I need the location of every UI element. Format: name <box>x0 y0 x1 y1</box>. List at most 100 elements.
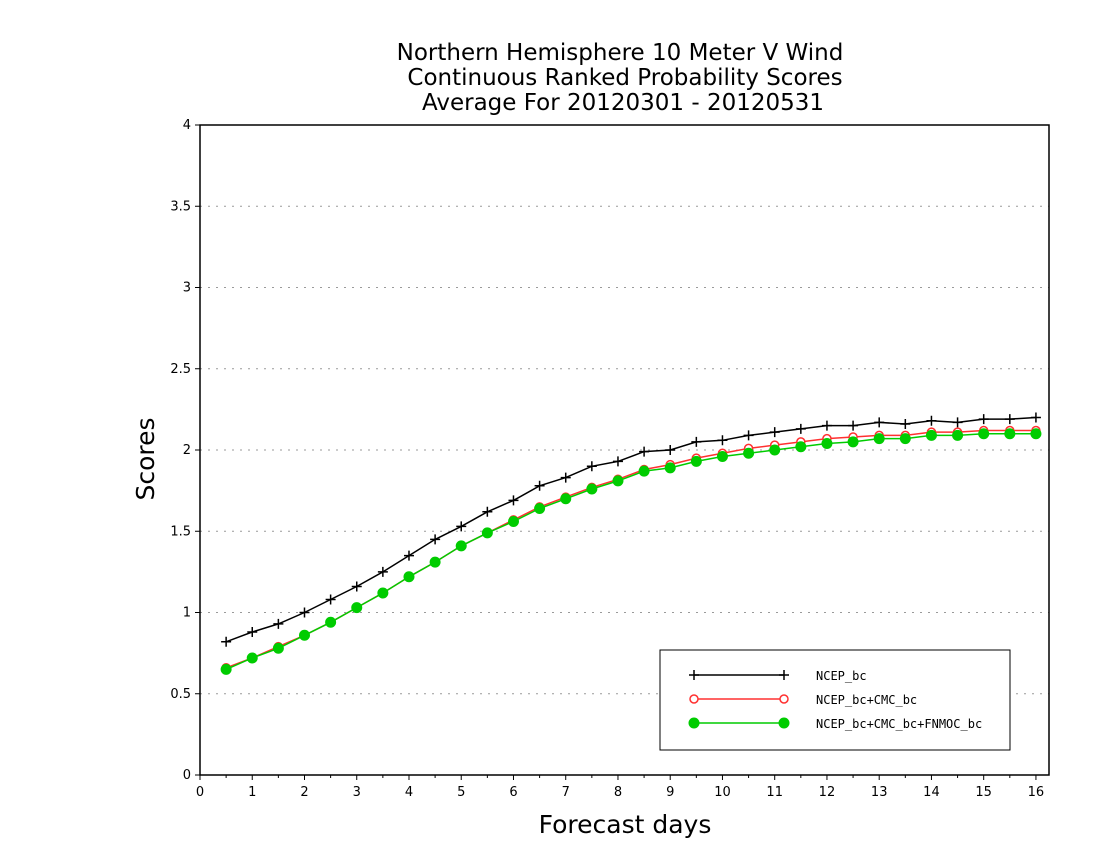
data-point <box>430 534 441 545</box>
y-tick-label: 1.5 <box>170 524 191 539</box>
data-point <box>351 602 363 614</box>
data-point <box>403 550 414 561</box>
data-point <box>769 427 780 438</box>
series-1 <box>221 412 1041 647</box>
series-2 <box>221 425 1041 673</box>
x-tick-label: 9 <box>666 785 674 800</box>
data-point <box>351 581 362 592</box>
data-point <box>821 420 832 431</box>
legend-label: NCEP_bc+CMC_bc+FNMOC_bc <box>816 717 982 731</box>
x-tick-label: 13 <box>871 785 888 800</box>
data-point <box>716 451 728 462</box>
x-tick-label: 15 <box>975 785 992 800</box>
data-point <box>848 420 859 431</box>
data-point <box>403 571 415 583</box>
data-point <box>952 429 964 441</box>
legend-item: NCEP_bc+CMC_bc+FNMOC_bc <box>688 717 982 731</box>
data-point <box>873 433 885 445</box>
legend-marker <box>689 670 699 680</box>
series-line <box>225 429 1036 669</box>
y-axis-label: Scores <box>131 417 160 500</box>
data-point <box>377 566 388 577</box>
legend-box <box>659 649 1011 751</box>
data-point <box>795 441 807 453</box>
legend-marker <box>689 694 699 704</box>
data-point <box>952 417 963 428</box>
data-point <box>507 516 519 527</box>
data-point <box>847 436 859 448</box>
data-point <box>246 652 258 664</box>
legend-label: NCEP_bc+CMC_bc <box>816 693 917 707</box>
data-point <box>325 616 337 628</box>
y-axis: 0 0.5 1 1.5 2 2.5 3 3.5 4 <box>170 118 200 783</box>
data-point <box>899 433 911 445</box>
x-axis-label: Forecast days <box>539 810 712 839</box>
data-point <box>429 556 441 568</box>
data-point <box>639 446 650 457</box>
series-line <box>225 433 1036 671</box>
data-point <box>978 428 990 440</box>
y-tick-label: 1 <box>183 606 191 621</box>
legend-marker <box>778 717 790 729</box>
data-point <box>534 480 545 491</box>
data-point <box>690 455 702 467</box>
x-tick-label: 4 <box>405 785 413 800</box>
x-tick-label: 1 <box>248 785 256 800</box>
data-point <box>560 472 571 483</box>
x-tick-label: 10 <box>714 785 731 800</box>
data-point <box>220 663 232 675</box>
data-point <box>508 495 519 506</box>
data-point <box>298 629 310 641</box>
data-point <box>717 435 728 446</box>
data-point <box>377 587 389 599</box>
legend-marker <box>779 694 789 704</box>
x-axis: 0 1 2 3 4 5 6 7 8 9 10 11 12 13 14 15 16 <box>196 775 1044 800</box>
data-point <box>926 415 937 426</box>
x-tick-label: 0 <box>196 785 204 800</box>
x-tick-label: 12 <box>819 785 836 800</box>
y-tick-label: 3.5 <box>170 199 191 214</box>
series-3 <box>220 428 1042 675</box>
data-point <box>247 627 258 637</box>
data-point <box>534 503 546 514</box>
data-point <box>612 456 623 467</box>
data-point <box>586 461 597 472</box>
data-point <box>874 417 885 428</box>
data-point <box>560 493 572 505</box>
title-line-1: Northern Hemisphere 10 Meter V Wind <box>397 40 844 66</box>
x-tick-label: 16 <box>1028 785 1045 800</box>
data-point <box>691 436 702 447</box>
y-tick-label: 0 <box>183 768 191 783</box>
data-point <box>665 445 676 455</box>
legend-item: NCEP_bc <box>689 669 867 683</box>
x-tick-label: 3 <box>353 785 361 800</box>
data-point <box>481 527 493 539</box>
chart-title: Northern Hemisphere 10 Meter V Wind Cont… <box>397 40 844 116</box>
data-point <box>795 423 806 434</box>
legend-marker <box>779 670 789 680</box>
x-tick-label: 14 <box>923 785 940 800</box>
data-point <box>1004 414 1015 425</box>
grid-lines <box>200 205 1049 695</box>
legend: NCEP_bc NCEP_bc+CMC_bc NCEP_bc+CMC_bc+FNMO… <box>659 649 1011 751</box>
x-tick-label: 6 <box>509 785 517 800</box>
data-point <box>612 475 624 487</box>
y-tick-label: 2.5 <box>170 362 191 377</box>
data-point <box>925 429 937 441</box>
x-tick-label: 2 <box>300 785 308 800</box>
data-point <box>1030 412 1041 423</box>
x-tick-label: 8 <box>614 785 622 800</box>
legend-label: NCEP_bc <box>816 669 867 683</box>
y-tick-label: 4 <box>183 118 191 133</box>
data-point <box>325 594 336 605</box>
data-point <box>1030 428 1042 440</box>
legend-marker <box>688 717 700 729</box>
legend-item: NCEP_bc+CMC_bc <box>689 693 917 707</box>
data-point <box>299 607 310 618</box>
data-point <box>743 430 754 441</box>
series-layer <box>220 412 1042 675</box>
data-point <box>769 444 781 456</box>
data-point <box>743 447 755 459</box>
x-tick-label: 5 <box>457 785 465 800</box>
